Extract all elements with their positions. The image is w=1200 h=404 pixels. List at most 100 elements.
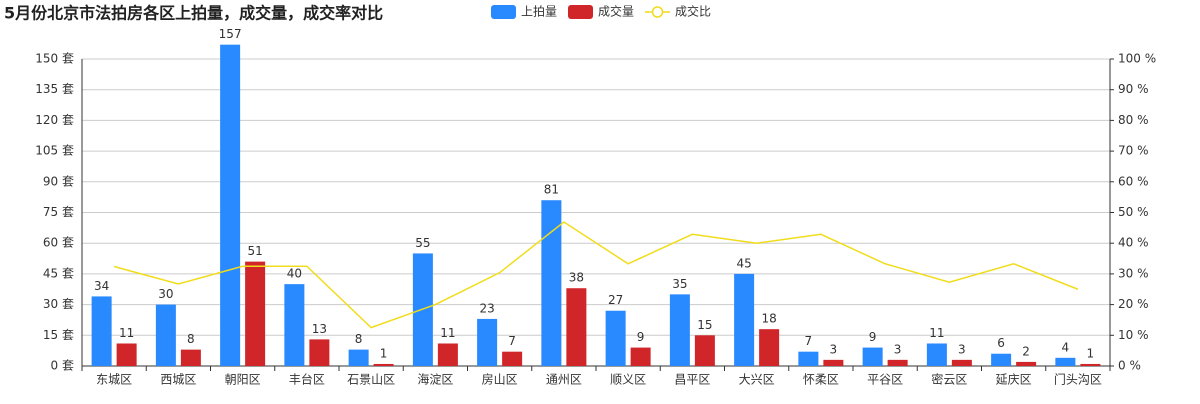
y-tick-label: 90 套 — [43, 174, 74, 188]
y2-tick-label: 50 % — [1118, 205, 1149, 219]
bar-value-label: 3 — [894, 342, 902, 356]
bar — [951, 359, 972, 366]
bar — [605, 310, 626, 366]
y2-tick-label: 30 % — [1118, 266, 1149, 280]
bar — [734, 273, 755, 366]
bar — [823, 359, 844, 366]
y-tick-label: 15 套 — [43, 328, 74, 342]
bar-value-label: 8 — [355, 332, 363, 346]
bar — [1055, 357, 1076, 366]
bar-value-label: 157 — [219, 27, 242, 41]
y2-tick-label: 60 % — [1118, 174, 1149, 188]
bar — [694, 335, 715, 366]
bar — [220, 44, 241, 366]
y2-tick-label: 90 % — [1118, 82, 1149, 96]
bar-value-label: 35 — [672, 277, 687, 291]
y2-tick-label: 0 % — [1118, 359, 1141, 373]
x-tick-label: 西城区 — [160, 373, 196, 387]
bar-value-label: 9 — [637, 330, 645, 344]
bar-value-label: 3 — [958, 342, 966, 356]
bar-value-label: 27 — [608, 293, 623, 307]
bar — [502, 351, 523, 366]
y2-tick-label: 10 % — [1118, 328, 1149, 342]
y-tick-label: 60 套 — [43, 236, 74, 250]
legend-swatch — [568, 5, 593, 19]
bar — [91, 296, 112, 366]
bar-value-label: 34 — [94, 279, 109, 293]
bar-value-label: 55 — [415, 236, 430, 250]
bar-value-label: 9 — [869, 330, 877, 344]
bar — [180, 349, 201, 366]
y-tick-label: 0 套 — [51, 359, 74, 373]
y2-tick-label: 100 % — [1118, 52, 1156, 66]
bar — [566, 288, 587, 366]
bar — [155, 304, 176, 366]
bar-value-label: 2 — [1022, 344, 1030, 358]
bar — [991, 353, 1012, 366]
bar-value-label: 18 — [761, 312, 776, 326]
bar — [373, 363, 394, 366]
bar — [309, 339, 330, 366]
bar — [284, 284, 305, 366]
bar-value-label: 51 — [247, 244, 262, 258]
chart-title: 5月份北京市法拍房各区上拍量，成交量，成交率对比 — [4, 4, 383, 23]
bar-value-label: 38 — [569, 271, 584, 285]
x-tick-label: 延庆区 — [996, 373, 1032, 387]
bar-value-label: 8 — [187, 332, 195, 346]
bar — [630, 347, 651, 366]
x-tick-label: 海淀区 — [417, 372, 453, 387]
bar-value-label: 1 — [380, 346, 388, 360]
bar-value-label: 6 — [997, 336, 1005, 350]
y2-tick-label: 20 % — [1118, 297, 1149, 311]
bar-value-label: 11 — [929, 326, 944, 340]
x-tick-label: 怀柔区 — [803, 373, 839, 387]
bar — [798, 351, 819, 366]
bar-value-label: 30 — [158, 287, 173, 301]
x-tick-label: 昌平区 — [674, 373, 710, 387]
x-tick-label: 通州区 — [546, 373, 582, 387]
bar-value-label: 3 — [830, 342, 838, 356]
x-tick-label: 朝阳区 — [225, 373, 261, 387]
y2-tick-label: 70 % — [1118, 144, 1149, 158]
x-tick-label: 丰台区 — [289, 372, 325, 387]
bar-value-label: 11 — [440, 326, 455, 340]
legend-swatch — [651, 6, 664, 18]
bar — [887, 359, 908, 366]
bar-value-label: 15 — [697, 318, 712, 332]
bar — [1016, 361, 1037, 366]
bar-value-label: 7 — [508, 334, 516, 348]
legend-label: 上拍量 — [521, 4, 557, 19]
y2-tick-label: 40 % — [1118, 236, 1149, 250]
x-tick-label: 门头沟区 — [1054, 372, 1102, 387]
y-tick-label: 75 套 — [43, 205, 74, 219]
x-tick-label: 大兴区 — [739, 373, 775, 387]
bar — [437, 343, 458, 366]
bar-value-label: 40 — [287, 267, 302, 281]
bar-value-label: 23 — [479, 301, 494, 315]
y-tick-label: 105 套 — [35, 144, 74, 158]
x-tick-label: 密云区 — [931, 372, 967, 387]
bar-value-label: 1 — [1087, 346, 1095, 360]
x-tick-label: 平谷区 — [867, 373, 903, 387]
y-tick-label: 135 套 — [35, 82, 74, 96]
bar — [926, 343, 947, 366]
legend-label: 成交量 — [598, 4, 634, 19]
bar-value-label: 11 — [119, 326, 134, 340]
x-tick-label: 东城区 — [96, 373, 132, 387]
ratio-line — [113, 221, 1079, 329]
bar — [245, 261, 266, 366]
bar — [759, 329, 780, 366]
bar — [477, 318, 498, 366]
x-tick-label: 石景山区 — [347, 373, 395, 387]
bar-value-label: 81 — [544, 183, 559, 197]
bar — [541, 200, 562, 366]
bar-value-label: 4 — [1062, 340, 1070, 354]
x-tick-label: 房山区 — [482, 372, 518, 387]
bar — [348, 349, 369, 366]
x-tick-label: 顺义区 — [610, 373, 646, 387]
legend-label: 成交比 — [675, 4, 711, 19]
bar — [669, 294, 690, 366]
y-tick-label: 45 套 — [43, 266, 74, 280]
y-tick-label: 120 套 — [35, 113, 74, 127]
